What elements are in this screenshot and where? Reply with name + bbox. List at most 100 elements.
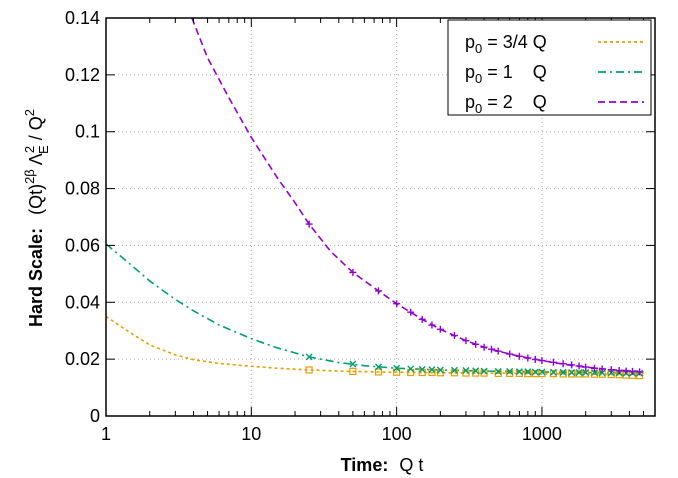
data-point-x [549,368,557,376]
data-point-plus [407,308,415,316]
legend-label: p0 = 2 Q [465,92,547,116]
data-point-x [531,368,539,376]
data-point-x [480,367,488,375]
data-point-plus [628,367,636,375]
data-point-square [575,370,583,378]
data-point-plus [374,287,382,295]
data-point-plus [590,364,598,372]
y-tick-label: 0.06 [65,235,100,255]
data-point-plus [622,367,630,375]
data-point-x [374,363,382,371]
data-point-x [349,360,357,368]
data-point-square [531,370,539,378]
data-point-x [598,369,606,377]
y-tick-label: 0 [90,406,100,426]
data-point-x [494,367,502,375]
data-point-x [559,368,567,376]
x-axis-title-plain: Q t [399,455,423,475]
data-point-plus [575,362,583,370]
data-point-plus [549,358,557,366]
y-axis-title-bold: Hard Scale: [26,228,46,327]
data-point-square [374,368,383,376]
data-point-x [450,366,458,374]
x-tick-label: 1 [101,424,111,444]
legend-label: p0 = 3/4 Q [465,32,547,56]
data-point-square [567,370,576,378]
x-axis-title: Time: Q t [341,455,424,475]
data-point-plus [305,220,313,228]
x-tick-label: 100 [382,424,412,444]
legend-label-base: p [465,92,475,112]
data-point-x [428,366,436,374]
y-tick-label: 0.12 [65,65,100,85]
data-point-plus [349,268,357,276]
y-tick-label: 0.1 [75,122,100,142]
data-point-square [349,367,357,375]
data-point-plus [428,321,436,329]
data-point-plus [559,360,567,368]
data-point-x [524,368,532,376]
y-tick-label: 0.08 [65,179,100,199]
data-point-x [515,368,523,376]
data-point-plus [636,368,644,376]
legend-label-rest: = 2 Q [482,92,547,112]
y-tick-label: 0.02 [65,349,100,369]
axis-ticks: 0 0.02 0.04 0.06 0.08 0.1 0.12 0.14 1 10 100 1000 [65,8,655,444]
legend-label-base: p [465,62,475,82]
fit-curve-series-0 [105,315,644,377]
data-point-plus [515,352,523,360]
data-point-square [480,369,488,377]
data-point-plus [582,363,590,371]
data-point-plus [598,365,606,373]
data-point-x [538,368,546,376]
legend-label: p0 = 1 Q [465,62,547,86]
data-point-plus [531,355,539,363]
data-point-plus [488,345,496,353]
data-markers [305,220,644,380]
data-point-plus [494,347,502,355]
data-point-plus [418,315,426,323]
data-point-x [305,353,313,361]
data-point-x [575,369,583,376]
data-point-plus [462,337,470,345]
data-point-plus [450,332,458,340]
plot-frame [105,17,656,417]
data-point-plus [615,367,623,375]
data-point-plus [568,361,576,369]
data-point-plus [538,357,546,365]
legend-label-base: p [465,32,475,52]
data-point-square [582,370,590,378]
data-point-x [506,367,514,375]
data-point-square [506,369,514,377]
data-point-square [494,369,502,377]
fit-curve-series-2 [191,17,644,373]
x-axis-title-bold: Time: [341,455,389,475]
data-point-x [436,366,444,374]
data-point-plus [506,350,514,358]
legend-label-rest: = 3/4 Q [482,32,547,52]
data-point-square [524,370,532,378]
data-point-plus [607,366,615,374]
legend-label-sub: 0 [475,71,482,86]
data-point-plus [480,343,488,351]
x-tick-label: 1000 [522,424,562,444]
data-point-square [538,370,546,378]
data-point-square [559,370,567,378]
data-point-x [393,364,401,372]
data-point-x [568,369,576,376]
data-point-x [472,367,480,375]
data-point-plus [524,354,532,362]
legend-box [447,19,652,116]
legend-label-sub: 0 [475,101,482,116]
legend-label-sub: 0 [475,41,482,56]
y-tick-label: 0.14 [65,8,100,28]
data-point-x [582,369,590,376]
data-point-x [418,365,426,373]
data-point-square [305,366,313,374]
data-point-x [407,365,415,373]
data-point-plus [472,340,480,348]
data-point-plus [393,300,401,308]
fit-curves [105,17,644,377]
data-point-plus [436,325,444,333]
